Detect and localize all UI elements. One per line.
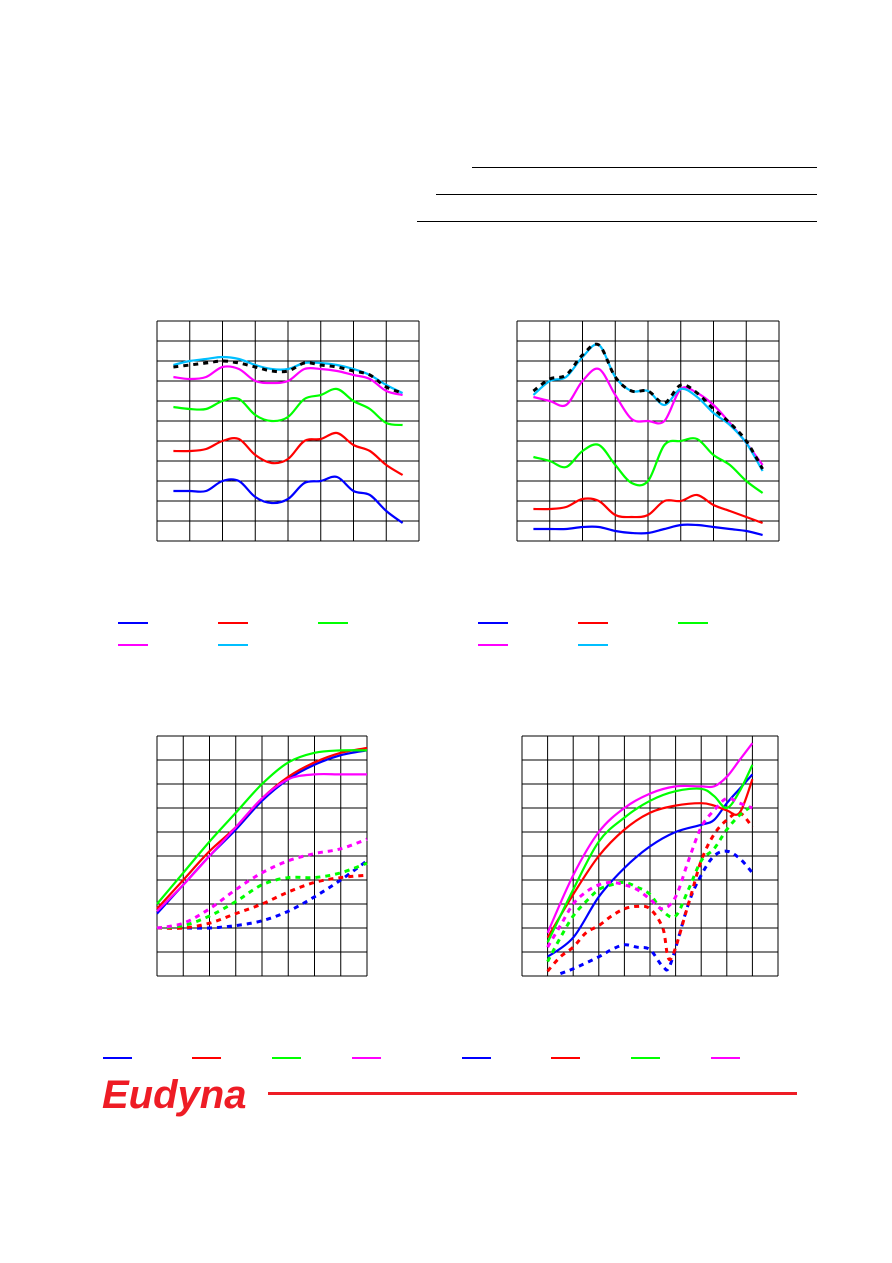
chart-bottom-right <box>521 735 779 977</box>
legend-swatch-cyan <box>578 644 608 646</box>
legend-swatch-green <box>631 1057 660 1059</box>
legend-swatch-magenta <box>118 644 148 646</box>
series-line-blue <box>173 475 404 524</box>
chart-top-left <box>156 320 420 542</box>
legend-swatch-red <box>578 622 608 624</box>
chart-top-right <box>516 320 780 542</box>
series-line-green <box>173 387 403 427</box>
eudyna-logo: Eudyna <box>102 1073 246 1117</box>
series-line-magenta-dashed <box>546 796 753 948</box>
brand-rule <box>268 1092 797 1095</box>
series-line-black-dashed <box>532 342 764 470</box>
series-line-red <box>546 778 754 939</box>
series-line-magenta <box>156 772 367 912</box>
legend-swatch-blue <box>462 1057 491 1059</box>
series-line-blue <box>546 773 754 958</box>
legend-swatch-magenta <box>352 1057 381 1059</box>
header-rule-2 <box>436 194 817 195</box>
legend-swatch-magenta <box>478 644 508 646</box>
series-line-red <box>533 493 763 525</box>
legend-swatch-green <box>272 1057 301 1059</box>
series-line-red-dashed <box>156 873 368 930</box>
legend-swatch-red <box>192 1057 221 1059</box>
legend-swatch-cyan <box>218 644 248 646</box>
legend-swatch-red <box>551 1057 580 1059</box>
series-line-cyan <box>173 355 404 394</box>
header-rule-1 <box>472 167 817 168</box>
series-line-magenta <box>173 365 403 397</box>
legend-swatch-blue <box>478 622 508 624</box>
chart-bottom-left <box>156 735 368 977</box>
series-line-red <box>173 431 404 476</box>
series-line-blue <box>533 523 763 537</box>
series-line-green-dashed <box>156 861 368 930</box>
logo-wordmark: Eudyna <box>102 1073 246 1117</box>
series-line-green-dashed <box>546 804 754 963</box>
legend-swatch-magenta <box>711 1057 740 1059</box>
series-line-red-dashed <box>546 811 754 973</box>
series-line-magenta-dashed <box>156 837 368 930</box>
series-line-magenta <box>546 742 754 934</box>
series-line-green <box>156 749 368 905</box>
header-rule-3 <box>417 221 817 222</box>
legend-swatch-red <box>218 622 248 624</box>
series-line-green <box>533 437 764 494</box>
legend-swatch-blue <box>118 622 148 624</box>
legend-swatch-green <box>318 622 348 624</box>
legend-swatch-blue <box>103 1057 132 1059</box>
legend-swatch-green <box>678 622 708 624</box>
series-line-green <box>546 764 754 943</box>
